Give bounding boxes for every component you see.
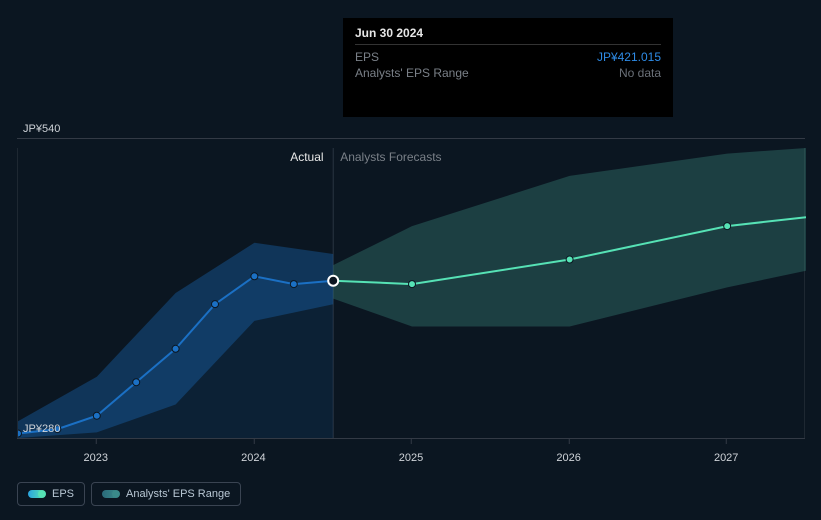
chart-container: Jun 30 2024 EPSJP¥421.015Analysts' EPS R… bbox=[0, 0, 821, 520]
legend-item[interactable]: Analysts' EPS Range bbox=[91, 482, 241, 506]
legend: EPS Analysts' EPS Range bbox=[17, 482, 241, 506]
legend-swatch bbox=[28, 490, 44, 498]
chart-area: JP¥540 Actual Analysts Forecasts 2023202… bbox=[17, 0, 805, 470]
legend-label: Analysts' EPS Range bbox=[126, 488, 230, 500]
legend-swatch bbox=[102, 490, 118, 498]
x-tick: 2026 bbox=[556, 452, 580, 464]
y-tick-label-top: JP¥540 bbox=[23, 123, 60, 135]
y-gridline-bottom: JP¥280 bbox=[17, 438, 805, 439]
x-tick: 2024 bbox=[241, 452, 265, 464]
plot-svg bbox=[18, 148, 806, 438]
x-tick: 2023 bbox=[84, 452, 108, 464]
y-tick-label-bottom: JP¥280 bbox=[23, 423, 60, 435]
legend-item[interactable]: EPS bbox=[17, 482, 85, 506]
x-tick: 2025 bbox=[399, 452, 423, 464]
plot-area[interactable] bbox=[17, 148, 805, 438]
legend-label: EPS bbox=[52, 488, 74, 500]
x-tick: 2027 bbox=[714, 452, 738, 464]
y-gridline-top: JP¥540 bbox=[17, 138, 805, 139]
